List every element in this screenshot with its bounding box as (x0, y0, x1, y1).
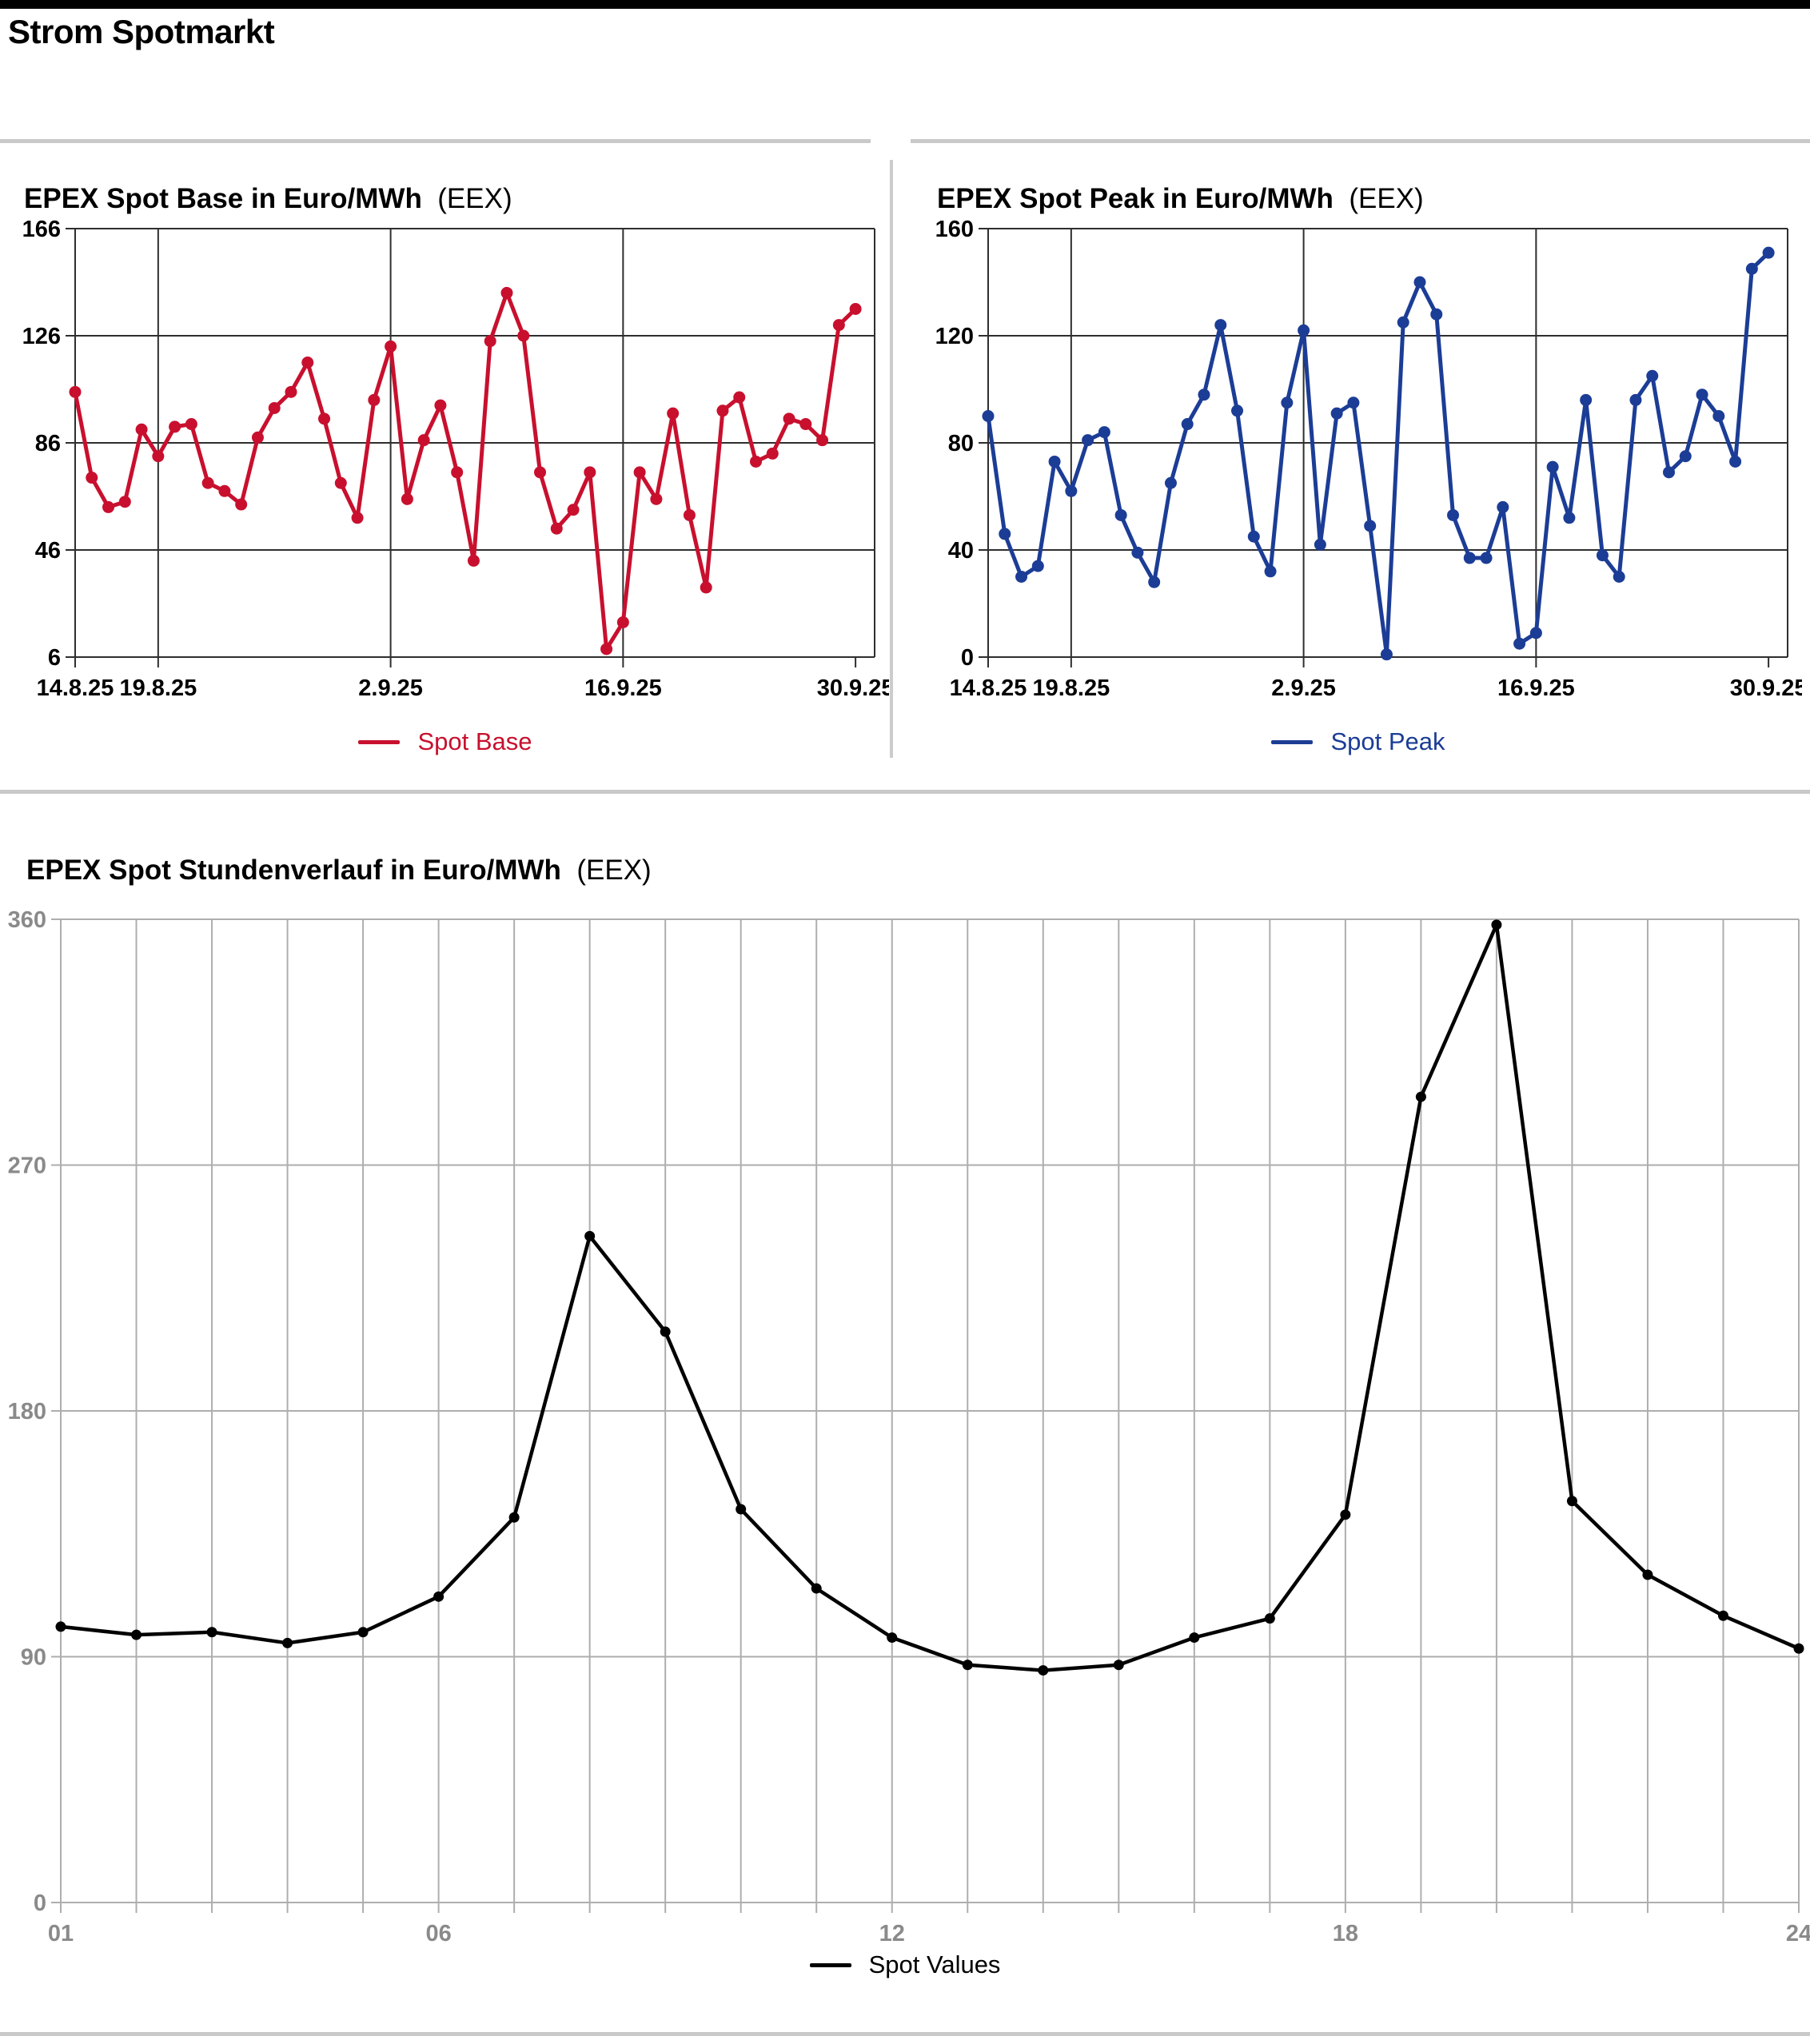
svg-text:86: 86 (35, 431, 61, 456)
svg-text:180: 180 (8, 1399, 46, 1424)
svg-text:80: 80 (948, 431, 974, 456)
spot-values-legend-line (809, 1962, 851, 1967)
svg-text:166: 166 (22, 217, 61, 242)
svg-text:12: 12 (879, 1921, 905, 1946)
svg-text:0: 0 (34, 1891, 46, 1916)
top-black-bar (0, 0, 1810, 9)
svg-text:360: 360 (8, 907, 46, 933)
svg-text:126: 126 (22, 324, 61, 349)
spot-peak-legend-line (1271, 739, 1314, 744)
svg-text:18: 18 (1333, 1921, 1358, 1946)
spot-peak-panel: EPEX Spot Peak in Euro/MWh (EEX) 0 40 80 120… (915, 158, 1808, 790)
spot-peak-legend: Spot Peak (915, 727, 1802, 756)
svg-text:2.9.25: 2.9.25 (358, 675, 423, 701)
stundenverlauf-panel: EPEX Spot Stundenverlauf in Euro/MWh (EE… (0, 820, 1810, 2019)
panel-divider (890, 160, 893, 758)
svg-text:19.8.25: 19.8.25 (119, 675, 197, 701)
svg-text:EPEX Spot Stundenverlauf in Eu: EPEX Spot Stundenverlauf in Euro/MWh (EE… (26, 855, 652, 886)
svg-text:16.9.25: 16.9.25 (584, 675, 662, 701)
svg-text:14.8.25: 14.8.25 (950, 675, 1027, 701)
svg-text:270: 270 (8, 1153, 46, 1179)
svg-text:EPEX Spot Base in Euro/MWh (E: EPEX Spot Base in Euro/MWh (EEX) (24, 183, 512, 214)
svg-text:40: 40 (948, 538, 974, 564)
footer-divider (0, 2032, 1810, 2036)
spot-base-legend-label: Spot Base (417, 727, 532, 755)
spot-base-legend: Spot Base (2, 727, 889, 756)
svg-text:06: 06 (425, 1921, 451, 1946)
svg-text:16.9.25: 16.9.25 (1497, 675, 1575, 701)
spot-peak-chart: EPEX Spot Peak in Euro/MWh (EEX) 0 40 80 120… (935, 183, 1808, 701)
spot-values-legend-label: Spot Values (868, 1950, 1001, 1978)
svg-text:01: 01 (48, 1921, 74, 1946)
svg-text:30.9.25: 30.9.25 (817, 675, 889, 701)
header-divider-right (911, 139, 1810, 143)
spot-values-legend: Spot Values (0, 1950, 1810, 1979)
stundenverlauf-chart: EPEX Spot Stundenverlauf in Euro/MWh (EE… (8, 855, 1810, 1946)
svg-text:46: 46 (35, 538, 61, 564)
header-divider-left (0, 139, 871, 143)
svg-text:2.9.25: 2.9.25 (1271, 675, 1336, 701)
spot-base-panel: EPEX Spot Base in Euro/MWh (EEX) 6 46 86 126… (2, 158, 895, 790)
svg-text:90: 90 (21, 1645, 46, 1671)
spot-base-legend-line (358, 739, 401, 744)
svg-text:30.9.25: 30.9.25 (1730, 675, 1802, 701)
svg-text:24: 24 (1786, 1921, 1810, 1946)
svg-text:120: 120 (935, 324, 974, 349)
svg-text:160: 160 (935, 217, 974, 242)
svg-text:EPEX Spot Peak in Euro/MWh (E: EPEX Spot Peak in Euro/MWh (EEX) (937, 183, 1424, 214)
page-title: Strom Spotmarkt (8, 13, 275, 50)
spot-peak-legend-label: Spot Peak (1330, 727, 1445, 755)
svg-text:6: 6 (48, 645, 61, 671)
svg-text:0: 0 (961, 645, 974, 671)
svg-text:19.8.25: 19.8.25 (1032, 675, 1110, 701)
spot-base-chart: EPEX Spot Base in Euro/MWh (EEX) 6 46 86 126… (22, 183, 895, 701)
svg-text:14.8.25: 14.8.25 (37, 675, 114, 701)
section-divider (0, 790, 1810, 794)
